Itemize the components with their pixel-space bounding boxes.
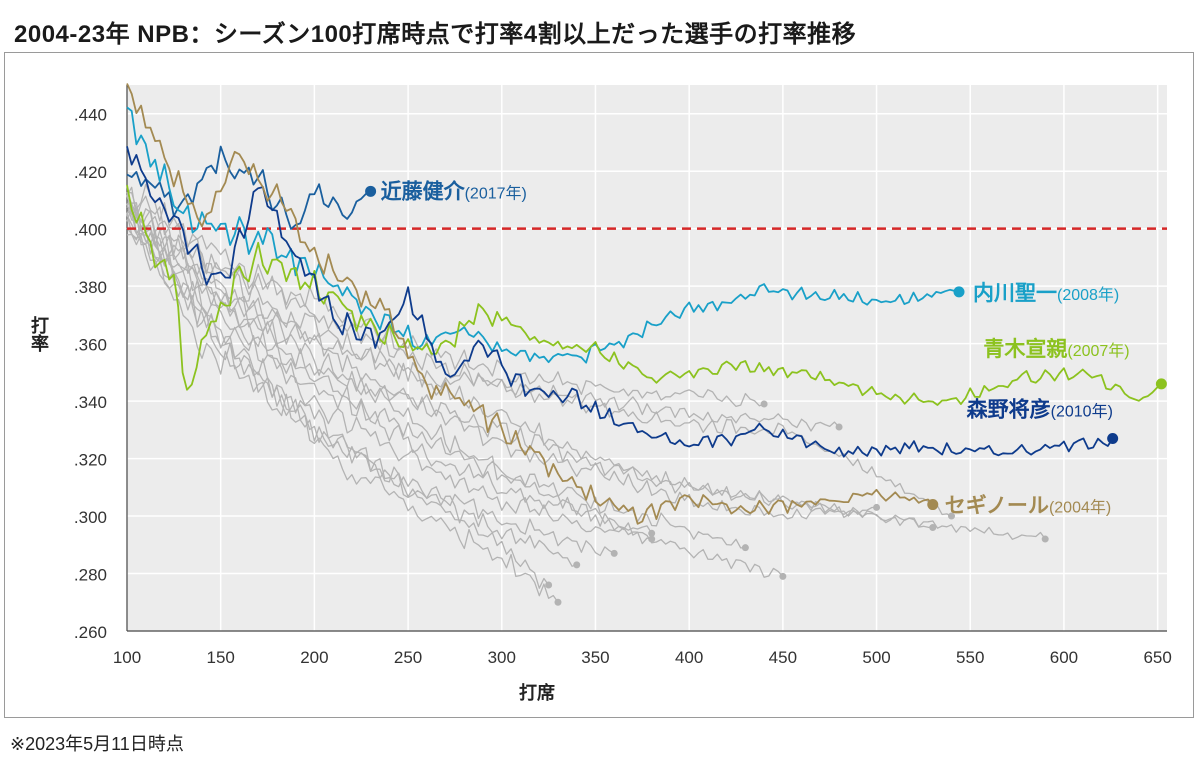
series-label: 森野将彦(2010年)	[967, 397, 1113, 421]
series-label-year: (2004年)	[1049, 499, 1111, 517]
series-end-marker-background	[873, 503, 881, 511]
series-label-name: 近藤健介	[381, 179, 466, 203]
y-tick-label: .320	[74, 451, 107, 470]
series-line-background	[126, 195, 746, 549]
x-tick-label: 150	[207, 648, 235, 667]
x-tick-label: 300	[488, 648, 516, 667]
series-line-background	[126, 186, 652, 545]
series-end-marker-background	[1041, 535, 1049, 543]
series-line-background	[126, 215, 653, 534]
series-end-marker-background	[545, 581, 553, 589]
series-end-marker-background	[648, 529, 656, 537]
plot-background	[127, 85, 1167, 631]
footnote: ※2023年5月11日時点	[10, 734, 184, 754]
series-end-marker-background	[779, 572, 787, 580]
series-end-marker	[1155, 378, 1167, 390]
y-tick-label: .300	[74, 508, 107, 527]
series-label-name: 内川聖一	[973, 281, 1057, 305]
series-end-marker	[1107, 432, 1119, 444]
chart-frame: .260 .280 .300 .320 .340 .360 .380 .400 .420 .440…	[4, 52, 1194, 718]
series-end-marker	[953, 286, 965, 298]
series-label-name: セギノール	[945, 495, 1049, 518]
y-tick-label: .440	[74, 106, 107, 125]
series-label-year: (2007年)	[1067, 342, 1129, 360]
series-label: セギノール(2004年)	[945, 495, 1111, 518]
series-line-background	[126, 183, 840, 432]
series-label-name: 森野将彦	[967, 397, 1051, 421]
series-line-background	[126, 226, 784, 578]
series-end-marker-background	[929, 524, 937, 532]
y-tick-label: .400	[74, 221, 107, 240]
series-label-year: (2010年)	[1051, 402, 1113, 420]
chart-svg: .260 .280 .300 .320 .340 .360 .380 .400 .420 .440…	[29, 83, 1172, 703]
x-tick-label: 400	[675, 648, 703, 667]
x-axis-label: 打席	[519, 682, 555, 703]
x-tick-label: 500	[862, 648, 890, 667]
x-tick-label: 100	[113, 648, 141, 667]
x-tick-label: 550	[956, 648, 984, 667]
series-end-marker	[365, 185, 377, 197]
series-line	[126, 145, 372, 230]
series-end-marker-background	[554, 598, 562, 606]
series-label: 内川聖一(2008年)	[973, 281, 1119, 305]
series-label: 近藤健介(2017年)	[381, 179, 527, 203]
series-end-marker-background	[648, 535, 656, 543]
series-end-marker-background	[948, 512, 956, 520]
y-tick-label: .380	[74, 278, 107, 297]
series-end-marker-background	[741, 544, 749, 552]
series-line-background	[126, 203, 577, 567]
series-line	[126, 106, 960, 364]
series-label-name: 青木宣親	[983, 337, 1067, 361]
series-line-background	[126, 206, 765, 408]
x-tick-label: 200	[300, 648, 328, 667]
y-tick-label: .340	[74, 393, 107, 412]
series-end-marker-background	[610, 549, 618, 557]
series-line	[126, 146, 1114, 458]
x-tick-label: 450	[769, 648, 797, 667]
y-tick-label: .420	[74, 163, 107, 182]
x-tick-label: 650	[1143, 648, 1171, 667]
series-end-marker-background	[573, 561, 581, 569]
series-line	[126, 83, 934, 525]
y-axis-label: 打率	[29, 315, 49, 353]
series-label: 青木宣親(2007年)	[983, 337, 1129, 361]
series-end-marker	[927, 499, 939, 511]
chart-title: 2004-23年 NPB：シーズン100打席時点で打率4割以上だった選手の打率推…	[14, 21, 857, 48]
series-line-background	[126, 213, 1046, 540]
y-tick-label: .280	[74, 566, 107, 585]
series-label-year: (2008年)	[1057, 286, 1119, 304]
x-tick-label: 350	[581, 648, 609, 667]
x-tick-label: 250	[394, 648, 422, 667]
series-end-marker-background	[760, 400, 768, 408]
series-end-marker-background	[835, 423, 843, 431]
y-tick-label: .260	[74, 623, 107, 642]
series-label-year: (2017年)	[465, 184, 527, 202]
x-tick-label: 600	[1050, 648, 1078, 667]
series-line-background	[126, 205, 952, 517]
series-line	[126, 184, 1162, 406]
y-tick-label: .360	[74, 336, 107, 355]
series-line-background	[126, 202, 550, 589]
